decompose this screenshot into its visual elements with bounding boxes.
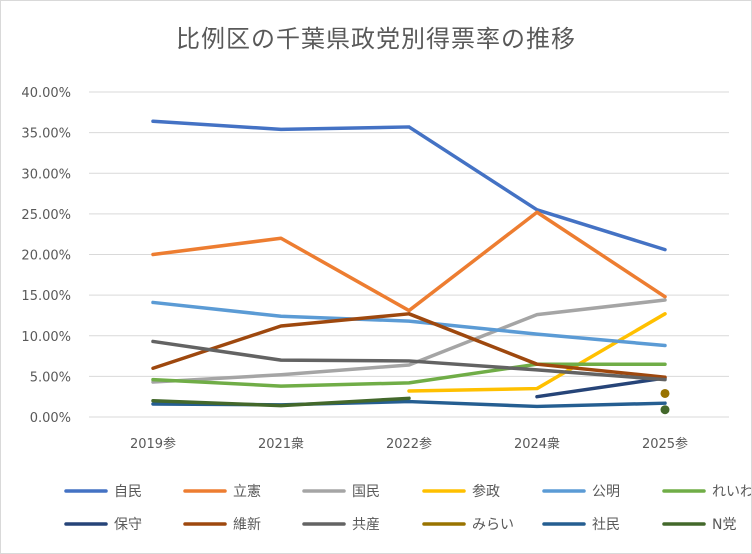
chart-title: 比例区の千葉県政党別得票率の推移	[176, 25, 576, 53]
y-tick-label: 0.00%	[30, 411, 71, 426]
series-line	[151, 339, 667, 382]
legend-item: 公明	[542, 484, 620, 500]
series-line	[407, 312, 667, 393]
series-line	[151, 210, 667, 313]
series-line	[151, 312, 667, 379]
legend-item: 共産	[302, 517, 380, 533]
y-tick-label: 5.00%	[30, 370, 71, 385]
x-tick-label: 2022参	[386, 436, 432, 452]
series-自民	[151, 119, 667, 252]
series-line	[151, 396, 411, 408]
series-国民	[151, 298, 667, 384]
series-れいわ	[151, 362, 667, 388]
series-公明	[151, 300, 667, 348]
series-維新	[151, 312, 667, 379]
series-line	[151, 298, 667, 384]
legend-label: 社民	[592, 517, 620, 533]
legend-label: 自民	[114, 484, 142, 500]
legend-label: れいわ	[712, 484, 751, 500]
series-共産	[151, 339, 667, 382]
legend-label: 参政	[472, 483, 500, 500]
series-point	[660, 388, 670, 398]
legend-label: 共産	[352, 517, 380, 533]
series-保守	[535, 376, 667, 399]
series-line	[535, 376, 667, 399]
series-point	[660, 405, 670, 415]
series-N党	[151, 396, 670, 415]
legend-item: 立憲	[183, 483, 261, 500]
series-line	[151, 362, 667, 388]
legend-item: 社民	[542, 517, 620, 533]
legend-item: 国民	[302, 484, 380, 500]
x-tick-label: 2025参	[642, 436, 688, 452]
y-tick-label: 35.00%	[21, 127, 71, 142]
legend-label: 公明	[592, 484, 620, 500]
x-tick-label: 2019参	[130, 436, 176, 452]
legend-item: みらい	[422, 517, 514, 533]
series-line	[151, 119, 667, 252]
legend-item: れいわ	[662, 484, 751, 500]
legend-label: 維新	[233, 517, 261, 533]
legend-label: みらい	[472, 517, 514, 533]
legend-label: 保守	[114, 517, 142, 533]
series-立憲	[151, 210, 667, 313]
legend-item: 自民	[64, 484, 142, 500]
x-tick-label: 2024衆	[514, 436, 560, 452]
y-tick-label: 30.00%	[21, 167, 71, 182]
y-tick-label: 40.00%	[21, 86, 71, 101]
x-tick-label: 2021衆	[258, 436, 304, 452]
legend-label: 国民	[352, 484, 380, 500]
legend-label: 立憲	[233, 483, 261, 500]
series-参政	[407, 312, 667, 393]
y-tick-label: 20.00%	[21, 249, 71, 264]
legend-item: 保守	[64, 517, 142, 533]
legend-item: 維新	[183, 517, 261, 533]
legend-label: N党	[712, 517, 736, 533]
series-みらい	[660, 388, 670, 398]
y-tick-label: 15.00%	[21, 289, 71, 304]
y-tick-label: 25.00%	[21, 208, 71, 223]
series-line	[151, 300, 667, 348]
legend-item: N党	[662, 517, 736, 533]
y-tick-label: 10.00%	[21, 330, 71, 345]
legend-item: 参政	[422, 483, 500, 500]
